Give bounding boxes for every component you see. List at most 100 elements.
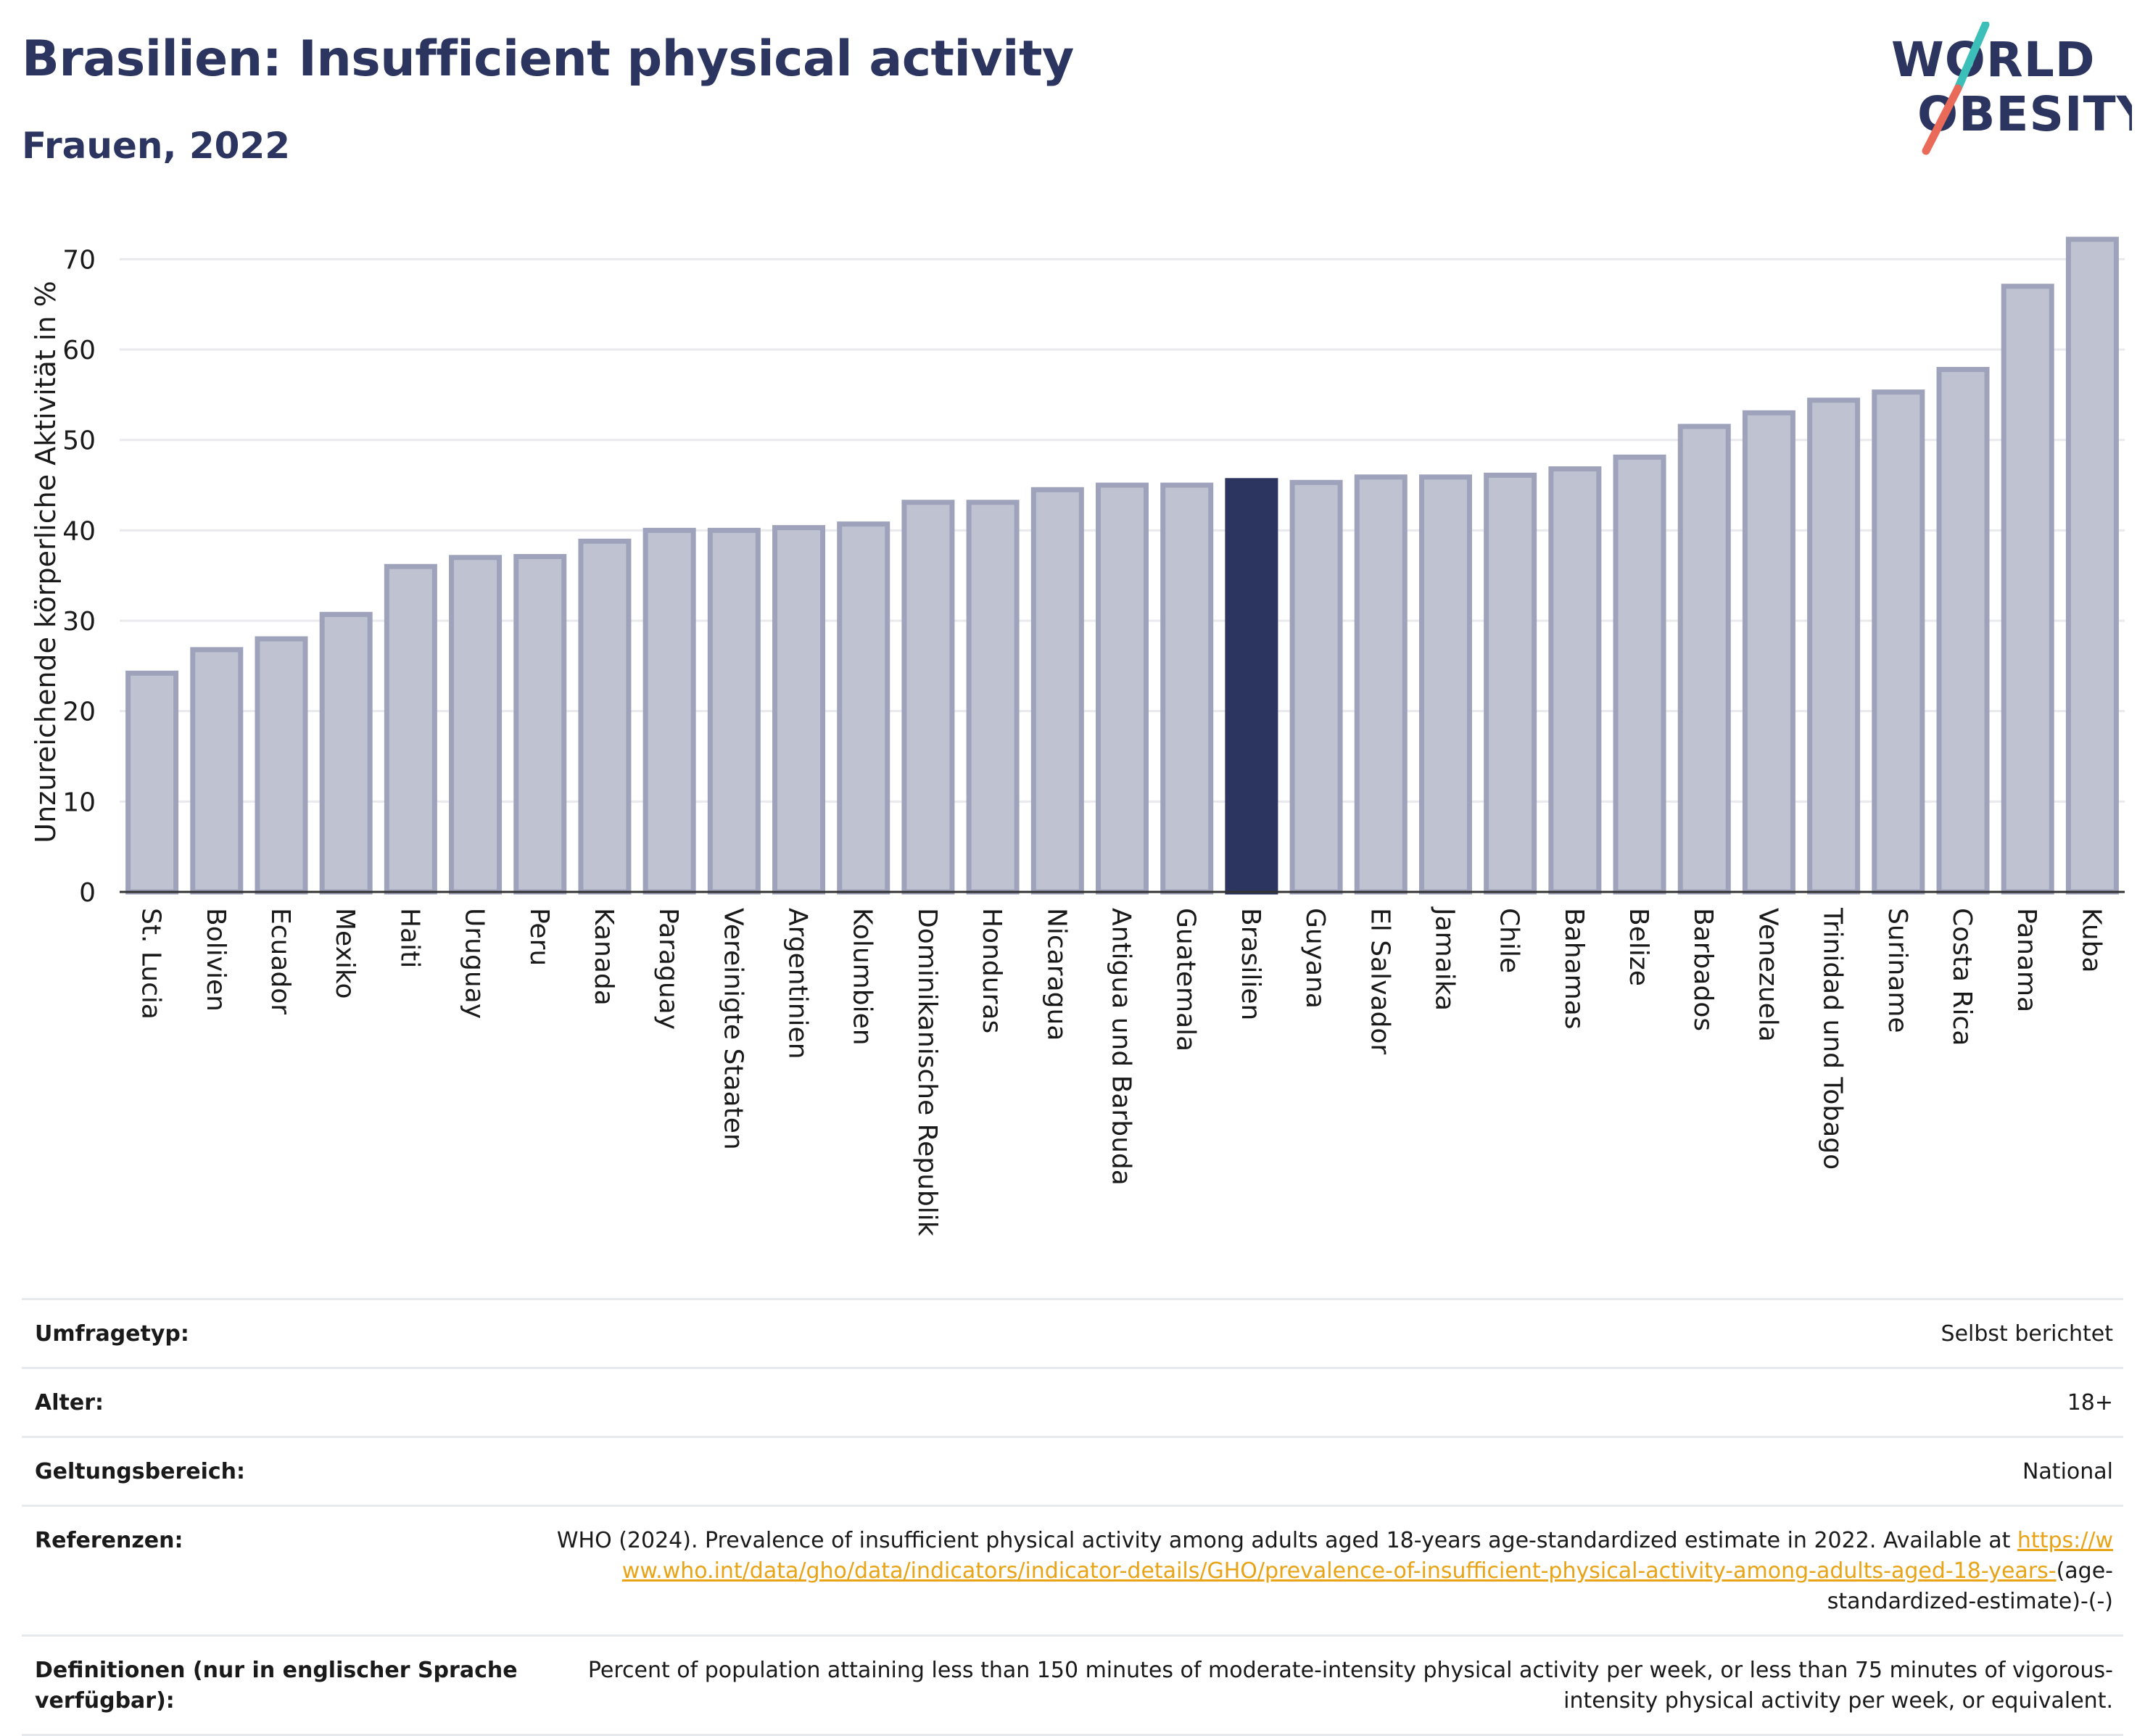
bar-el-salvador <box>1354 474 1408 895</box>
bar-vereinigte-staaten <box>707 527 761 895</box>
bar-guyana <box>1289 479 1343 895</box>
page-subtitle: Frauen, 2022 <box>22 125 291 167</box>
x-tick-label: Haiti <box>394 908 424 968</box>
x-tick-label: Brasilien <box>1236 908 1265 1020</box>
y-tick-label: 60 <box>62 336 96 365</box>
reference-tail: (age-standardized-estimate)-(-) <box>1827 1558 2113 1614</box>
x-tick-label: Chile <box>1495 908 1524 973</box>
x-tick-label: Bolivien <box>201 908 231 1012</box>
y-tick-label: 20 <box>62 698 96 727</box>
bar-haiti <box>384 563 437 895</box>
x-tick-label: Kolumbien <box>848 908 877 1046</box>
y-tick-label: 70 <box>62 245 96 275</box>
bar-kolumbien <box>837 521 890 895</box>
x-tick-label: Barbados <box>1688 908 1718 1031</box>
meta-row-definitions: Definitionen (nur in englischer Sprache … <box>22 1634 2123 1736</box>
bar-uruguay <box>449 555 503 895</box>
bar-barbados <box>1677 423 1731 895</box>
meta-label: Referenzen: <box>35 1528 183 1553</box>
meta-value: WHO (2024). Prevalence of insufficient p… <box>542 1526 2123 1617</box>
bar-dominikanische-republik <box>901 500 955 895</box>
meta-value: Percent of population attaining less tha… <box>587 1658 2113 1714</box>
x-tick-label: Ecuador <box>265 908 295 1014</box>
meta-label: Alter: <box>35 1390 104 1415</box>
meta-value: Selbst berichtet <box>1941 1321 2113 1347</box>
y-tick-label: 30 <box>62 607 96 637</box>
x-tick-label: Suriname <box>1882 908 1912 1033</box>
bar-kanada <box>578 538 632 895</box>
meta-label: Definitionen (nur in englischer Sprache … <box>35 1658 518 1714</box>
x-tick-label: Honduras <box>977 908 1007 1033</box>
bar-panama <box>2001 284 2054 895</box>
reference-link[interactable]: https://www.who.int/data/gho/data/indica… <box>621 1528 2113 1584</box>
meta-value: 18+ <box>2067 1390 2113 1415</box>
x-tick-label: Belize <box>1624 908 1653 986</box>
meta-label: Geltungsbereich: <box>35 1459 246 1484</box>
bar-belize <box>1613 454 1666 895</box>
meta-label: Umfragetyp: <box>35 1321 189 1347</box>
meta-row-references: Referenzen: WHO (2024). Prevalence of in… <box>22 1505 2123 1634</box>
x-tick-label: Guyana <box>1300 908 1330 1009</box>
bar-jamaika <box>1418 474 1472 895</box>
x-tick-label: Uruguay <box>460 908 489 1019</box>
bar-argentinien <box>772 525 826 895</box>
bars <box>125 236 2119 895</box>
bar-honduras <box>966 500 1020 895</box>
x-tick-label: Peru <box>524 908 554 966</box>
bar-mexiko <box>319 611 373 895</box>
x-tick-label: Paraguay <box>653 908 683 1030</box>
bar-venezuela <box>1742 410 1795 895</box>
x-tick-label: Costa Rica <box>1947 908 1977 1046</box>
y-tick-label: 50 <box>62 426 96 456</box>
y-tick-label: 40 <box>62 516 96 546</box>
logo-line-world: WORLD <box>1891 32 2096 88</box>
x-tick-label: Antigua und Barbuda <box>1107 908 1136 1186</box>
bar-guatemala <box>1160 482 1214 895</box>
bar-suriname <box>1872 389 1925 895</box>
y-tick-label: 0 <box>79 878 96 908</box>
meta-row-survey: Umfragetyp: Selbst berichtet <box>22 1298 2123 1367</box>
bar-antigua-und-barbuda <box>1095 482 1149 895</box>
x-tick-label: Nicaragua <box>1041 908 1071 1041</box>
x-tick-label: Guatemala <box>1171 908 1201 1051</box>
y-tick-label: 10 <box>62 788 96 817</box>
x-tick-label: Venezuela <box>1753 908 1782 1042</box>
logo-line-obesity: OBESITY <box>1917 86 2132 142</box>
bar-ecuador <box>255 636 308 895</box>
bar-st.-lucia <box>125 670 179 895</box>
bar-chile <box>1484 472 1537 895</box>
x-tick-labels: St. Lucia Bolivien Ecuador Mexiko Haiti Urugu… <box>136 906 2107 1236</box>
x-tick-label: Jamaika <box>1429 906 1459 1011</box>
logo-slash-coral <box>1922 84 1962 155</box>
x-tick-label: Kanada <box>589 908 619 1006</box>
y-tick-labels: 0 10 20 30 40 50 60 70 <box>62 245 96 908</box>
meta-row-age: Alter: 18+ <box>22 1367 2123 1436</box>
logo-slash-teal <box>1954 22 1990 93</box>
bar-bolivien <box>190 647 244 895</box>
x-tick-label: Mexiko <box>330 908 360 999</box>
bar-kuba <box>2065 236 2119 895</box>
x-tick-label: Dominikanische Republik <box>912 908 942 1236</box>
page-title: Brasilien: Insufficient physical activit… <box>22 30 1074 88</box>
metadata-table: Umfragetyp: Selbst berichtet Alter: 18+ … <box>22 1298 2123 1736</box>
meta-value: National <box>2022 1459 2113 1484</box>
reference-text: WHO (2024). Prevalence of insufficient p… <box>556 1528 2011 1553</box>
x-tick-label: Panama <box>2012 908 2041 1012</box>
x-tick-label: St. Lucia <box>136 908 166 1020</box>
bar-bahamas <box>1548 466 1602 895</box>
x-tick-label: Trinidad und Tobago <box>1818 907 1848 1170</box>
y-axis-label: Unzureichende körperliche Aktivität in % <box>30 281 62 843</box>
bar-paraguay <box>642 527 696 895</box>
x-tick-label: El Salvador <box>1365 908 1394 1054</box>
world-obesity-logo: WORLD OBESITY <box>1891 22 2132 155</box>
x-tick-label: Bahamas <box>1559 908 1589 1030</box>
x-tick-label: Argentinien <box>783 908 813 1059</box>
meta-row-scope: Geltungsbereich: National <box>22 1436 2123 1505</box>
bar-brasilien <box>1225 478 1278 895</box>
x-tick-label: Kuba <box>2076 908 2106 973</box>
bar-nicaragua <box>1030 487 1084 895</box>
bar-trinidad-und-tobago <box>1807 397 1861 895</box>
x-tick-label: Vereinigte Staaten <box>718 908 748 1150</box>
bar-costa-rica <box>1936 366 1990 895</box>
bar-chart: 0 10 20 30 40 50 60 70 St. Lucia Bolivien Ecuador… <box>30 236 2125 1236</box>
